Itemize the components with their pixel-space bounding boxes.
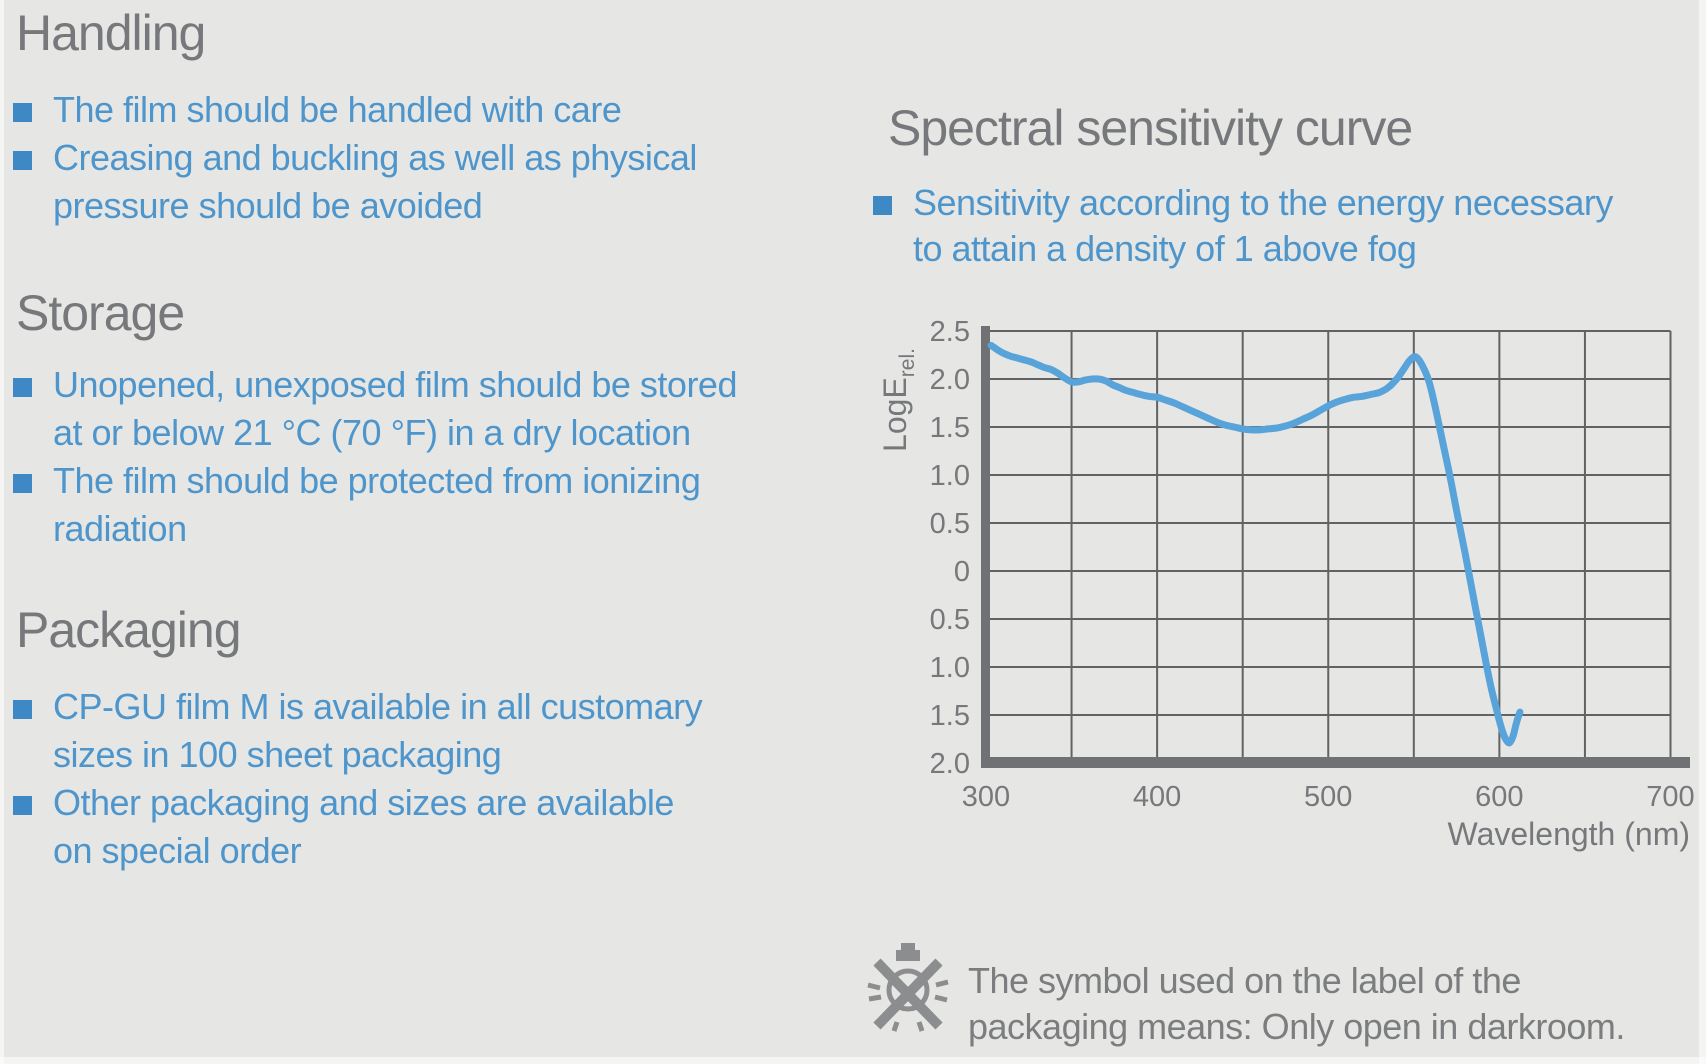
svg-text:2.0: 2.0 [930,748,970,780]
svg-text:1.5: 1.5 [930,412,970,444]
crossed-out-bulb-icon [867,943,949,1032]
section-heading-storage: Storage [16,285,185,341]
svg-text:0: 0 [954,556,970,588]
list-item-text: Creasing and buckling as well as physica… [53,137,697,178]
list-item-line: Creasing and buckling as well as physica… [13,134,697,182]
list-item-text: radiation [53,508,187,549]
list-item-text: The film should be protected from ionizi… [53,460,701,501]
section-heading-handling: Handling [16,5,206,61]
page-edge-left [0,0,4,1064]
list-item-line: Sensitivity according to the energy nece… [873,180,1613,226]
list-item-text: CP-GU film M is available in all customa… [53,686,703,727]
svg-text:600: 600 [1475,781,1523,813]
bullet-square-icon [13,700,32,719]
list-item-text: Other packaging and sizes are available [53,782,674,823]
list-item-line: The film should be protected from ionizi… [13,457,737,505]
list-item-line: Unopened, unexposed film should be store… [13,361,737,409]
svg-text:1.0: 1.0 [930,652,970,684]
bullet-square-icon [13,103,32,122]
bullet-square-icon [13,796,32,815]
page-edge-right [1699,0,1706,1064]
svg-text:700: 700 [1646,781,1694,813]
section-heading-packaging: Packaging [16,602,241,658]
list-item-line: at or below 21 °C (70 °F) in a dry locat… [53,409,737,457]
svg-text:1.0: 1.0 [930,460,970,492]
list-item-text: at or below 21 °C (70 °F) in a dry locat… [53,412,691,453]
bullet-square-icon [13,474,32,493]
list-item-line: on special order [53,827,702,875]
list-item-line: to attain a density of 1 above fog [913,226,1613,272]
svg-text:500: 500 [1304,781,1352,813]
section-heading-spectral-sensitivity: Spectral sensitivity curve [888,100,1413,156]
note-line: packaging means: Only open in darkroom. [968,1006,1625,1047]
list-item-line: pressure should be avoided [53,182,697,230]
bullet-list-spectral: Sensitivity according to the energy nece… [873,180,1613,272]
list-item-line: radiation [53,505,737,553]
bullet-list-storage: Unopened, unexposed film should be store… [13,361,737,553]
list-item-text: Unopened, unexposed film should be store… [53,364,737,405]
svg-text:2.5: 2.5 [930,316,970,348]
svg-text:2.0: 2.0 [930,364,970,396]
bullet-square-icon [13,378,32,397]
darkroom-note: The symbol used on the label of the pack… [968,958,1625,1050]
list-item-line: The film should be handled with care [13,86,697,134]
svg-text:0.5: 0.5 [930,508,970,540]
note-line: The symbol used on the label of the [968,960,1521,1001]
svg-text:300: 300 [962,781,1010,813]
list-item-text: The film should be handled with care [53,89,622,130]
list-item-text: pressure should be avoided [53,185,483,226]
bullet-square-icon [13,151,32,170]
bullet-list-handling: The film should be handled with care Cre… [13,86,697,230]
list-item-text: to attain a density of 1 above fog [913,228,1417,269]
bullet-list-packaging: CP-GU film M is available in all customa… [13,683,703,875]
list-item-text: Sensitivity according to the energy nece… [913,182,1613,223]
list-item-text: on special order [53,830,302,871]
list-item-text: sizes in 100 sheet packaging [53,734,502,775]
page-edge-bottom [0,1057,1706,1064]
list-item-line: CP-GU film M is available in all customa… [13,683,703,731]
bullet-square-icon [873,196,892,215]
svg-text:400: 400 [1133,781,1181,813]
svg-text:1.5: 1.5 [930,700,970,732]
svg-text:0.5: 0.5 [930,604,970,636]
list-item-line: Other packaging and sizes are available [13,779,702,827]
svg-text:Wavelength (nm): Wavelength (nm) [1448,816,1690,852]
list-item-line: sizes in 100 sheet packaging [53,731,702,779]
svg-text:LogErel.: LogErel. [877,348,919,452]
